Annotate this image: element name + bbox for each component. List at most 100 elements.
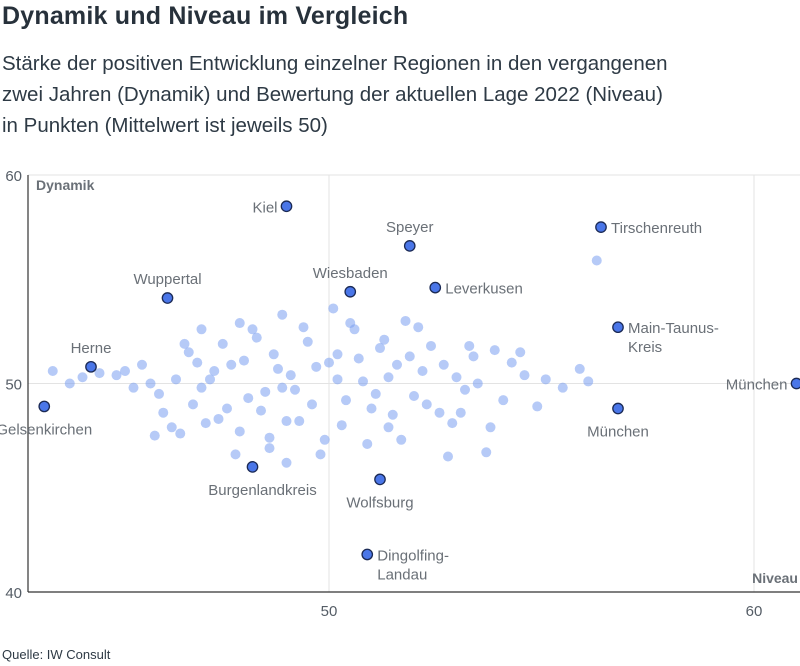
region-point <box>472 378 483 389</box>
region-point <box>94 368 105 379</box>
highlighted-region-point <box>38 400 51 413</box>
subtitle-line: Stärke der positiven Entwicklung einzeln… <box>2 52 668 75</box>
highlighted-region-point <box>595 221 607 233</box>
region-point <box>434 407 445 418</box>
region-point <box>332 374 343 385</box>
highlighted-region-point <box>790 377 800 390</box>
region-point <box>506 357 517 368</box>
region-point <box>489 345 500 356</box>
region-point <box>145 378 156 389</box>
region-label-line: Kreis <box>628 339 662 356</box>
region-point <box>192 357 203 368</box>
region-point <box>188 399 198 410</box>
region-label-line: München <box>587 424 649 441</box>
region-point <box>183 347 194 358</box>
region-point <box>243 393 254 404</box>
region-point <box>137 359 147 370</box>
chart-subtitle: Stärke der positiven Entwicklung einzeln… <box>2 48 798 141</box>
region-point <box>213 413 224 424</box>
region-label-line: Wuppertal <box>133 271 201 288</box>
region-point <box>311 361 322 372</box>
x-tick-label: 60 <box>746 603 763 620</box>
region-point <box>234 426 245 437</box>
region-point <box>277 382 288 393</box>
region-label-line: Gelsenkirchen <box>0 421 92 438</box>
region-label-line: Main-Taunus- <box>628 320 719 337</box>
region-point <box>298 322 309 333</box>
region-point <box>179 338 190 349</box>
region-point <box>209 365 220 376</box>
region-point <box>438 359 449 370</box>
region-point <box>383 372 394 383</box>
region-point <box>158 407 169 418</box>
region-label: Leverkusen <box>445 281 523 298</box>
region-point <box>328 303 339 314</box>
region-point <box>222 403 232 414</box>
region-point <box>294 416 305 427</box>
region-label-line: Landau <box>377 566 427 583</box>
region-point <box>77 372 88 383</box>
region-point <box>285 370 296 381</box>
region-point <box>260 386 271 397</box>
region-point <box>426 340 436 351</box>
region-point <box>396 434 407 445</box>
region-label: Dingolfing- Landau <box>377 547 449 583</box>
highlighted-region-point <box>344 285 357 298</box>
region-point <box>417 365 428 376</box>
highlighted-region-point <box>85 360 97 373</box>
region-point <box>196 324 207 335</box>
region-point <box>370 388 381 399</box>
region-point <box>532 401 543 412</box>
subtitle-line: in Punkten (Mittelwert ist jeweils 50) <box>2 114 328 137</box>
region-label-line: Tirschenreuth <box>611 220 702 237</box>
region-point <box>447 418 458 429</box>
region-label-line: Leverkusen <box>445 281 523 298</box>
region-point <box>336 420 347 431</box>
region-point <box>387 409 398 420</box>
region-point <box>273 363 283 374</box>
region-label: Burgenlandkreis <box>208 482 316 499</box>
region-point <box>574 363 585 374</box>
x-axis-label: Niveau <box>752 570 798 586</box>
highlighted-region-point <box>246 461 259 473</box>
region-label: Gelsenkirchen <box>0 421 92 438</box>
highlighted-region-point <box>612 402 624 415</box>
x-tick-label: 50 <box>321 603 338 620</box>
region-point <box>307 399 317 410</box>
region-point <box>413 322 424 333</box>
highlighted-region-point <box>161 292 174 304</box>
region-point <box>281 457 292 468</box>
y-tick-label: 50 <box>5 377 22 394</box>
region-point <box>421 399 432 410</box>
region-point <box>324 357 334 368</box>
region-point <box>409 391 419 402</box>
region-point <box>47 365 58 376</box>
region-point <box>128 382 139 393</box>
region-point <box>353 353 364 364</box>
highlighted-region-point <box>429 281 442 294</box>
region-point <box>468 351 479 362</box>
region-point <box>345 318 356 329</box>
region-point <box>120 365 130 376</box>
chart-title: Dynamik und Niveau im Vergleich <box>2 2 409 30</box>
region-point <box>281 416 292 427</box>
region-label: Wiesbaden <box>313 265 388 282</box>
region-point <box>154 388 164 399</box>
region-point <box>226 359 237 370</box>
region-point <box>217 338 228 349</box>
highlighted-region-point <box>361 548 374 561</box>
region-point <box>498 395 509 406</box>
region-point <box>264 432 275 443</box>
region-point <box>268 349 279 360</box>
region-point <box>515 347 526 358</box>
region-label-line: Kiel <box>252 199 277 216</box>
region-point <box>64 378 75 389</box>
region-point <box>404 351 415 362</box>
region-point <box>383 422 394 433</box>
region-label-line: Dingolfing- <box>377 547 449 564</box>
region-point <box>166 422 177 433</box>
region-point <box>111 370 122 381</box>
region-point <box>451 372 462 383</box>
y-tick-label: 60 <box>5 168 22 185</box>
region-label-line: Wiesbaden <box>313 265 388 282</box>
